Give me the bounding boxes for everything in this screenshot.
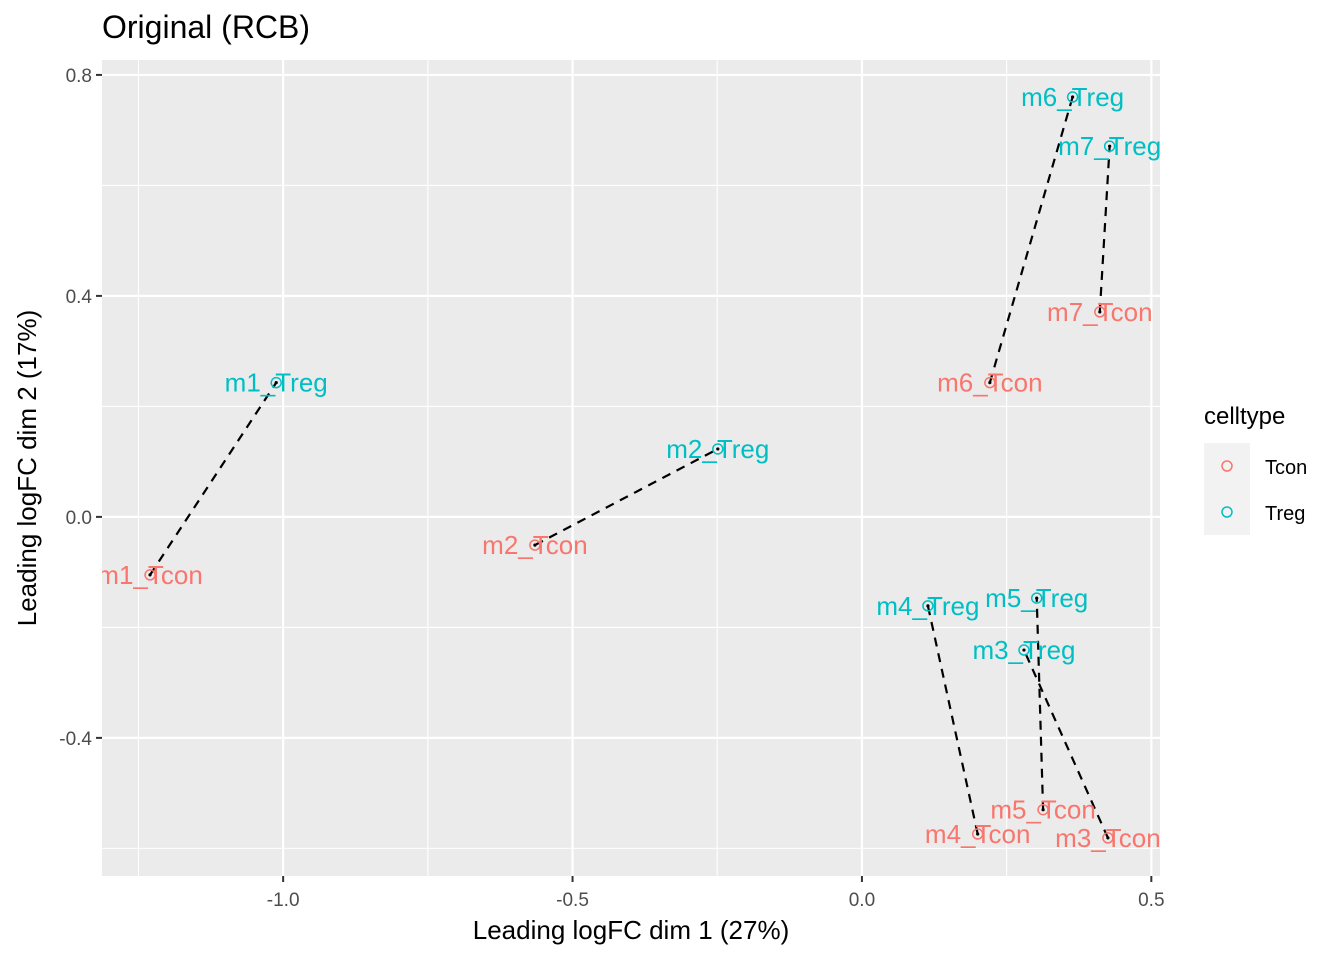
x-tick-label: 0.0 xyxy=(849,890,875,911)
point-label: m4_Treg xyxy=(876,591,979,621)
point-m1_Treg xyxy=(270,376,282,389)
point-label: m2_Tcon xyxy=(482,530,588,560)
pair-connector xyxy=(149,382,278,576)
point-label: m6_Tcon xyxy=(937,368,1043,398)
plot-panel xyxy=(102,60,1160,876)
x-axis-label: Leading logFC dim 1 (27%) xyxy=(473,915,790,945)
y-tick-label: 0.4 xyxy=(66,287,93,308)
point-label: m3_Tcon xyxy=(1055,823,1161,853)
pair-connector xyxy=(534,447,719,547)
point-center-dot xyxy=(274,381,278,385)
point-label: m1_Treg xyxy=(225,368,328,398)
point-center-dot xyxy=(976,832,980,836)
point-center-dot xyxy=(926,604,930,608)
point-m2_Tcon xyxy=(529,539,541,551)
legend-key-tcon-icon xyxy=(1221,460,1233,472)
pair-connector xyxy=(1098,146,1111,312)
point-label: m7_Tcon xyxy=(1047,297,1153,327)
point-m5_Tcon xyxy=(1037,803,1049,816)
legend: celltype Tcon Treg xyxy=(1204,403,1307,535)
point-center-dot xyxy=(1022,648,1026,652)
point-m5_Treg xyxy=(1030,592,1043,604)
y-tick-label: 0.8 xyxy=(66,66,92,87)
axes: -1.0 -0.5 0.0 0.5 -0.4 0.0 0.4 0.8 xyxy=(59,66,1164,911)
pair-connector xyxy=(926,605,979,835)
point-center-dot xyxy=(1098,310,1102,314)
point-center-dot xyxy=(533,543,537,547)
x-tick-label: -0.5 xyxy=(556,890,589,911)
plot-marks: m1_Tcon m1_Treg m2_Tcon m2_Treg m3_Tcon m3_Tr… xyxy=(97,82,1161,853)
point-m3_Treg xyxy=(1018,644,1030,656)
gridlines xyxy=(102,60,1160,876)
point-label: m7_Treg xyxy=(1058,131,1161,161)
chart-title: Original (RCB) xyxy=(102,9,310,45)
point-center-dot xyxy=(148,573,152,577)
point-center-dot xyxy=(988,381,992,385)
point-label: m4_Tcon xyxy=(925,819,1031,849)
point-label: m2_Treg xyxy=(666,434,769,464)
point-center-dot xyxy=(1108,144,1112,148)
point-m2_Treg xyxy=(712,443,724,455)
point-m7_Tcon xyxy=(1094,306,1106,318)
point-m3_Tcon xyxy=(1102,832,1114,844)
point-m6_Treg xyxy=(1066,91,1079,103)
x-tick-label: -1.0 xyxy=(267,890,300,911)
pair-connector xyxy=(1035,598,1045,810)
legend-key-treg-icon xyxy=(1221,506,1233,518)
point-m7_Treg xyxy=(1103,140,1116,152)
legend-label: Tcon xyxy=(1265,457,1307,479)
point-center-dot xyxy=(1041,808,1045,812)
y-axis-label: Leading logFC dim 2 (17%) xyxy=(12,310,42,627)
point-label: m5_Treg xyxy=(985,583,1088,613)
point-center-dot xyxy=(1106,836,1110,840)
point-m6_Tcon xyxy=(984,376,996,389)
legend-title: celltype xyxy=(1204,403,1285,430)
point-center-dot xyxy=(716,447,720,451)
pair-connector xyxy=(988,96,1074,383)
point-label: m5_Tcon xyxy=(990,795,1096,825)
point-m4_Tcon xyxy=(971,828,984,840)
point-center-dot xyxy=(1035,596,1039,600)
point-label: m3_Treg xyxy=(972,635,1075,665)
legend-label: Treg xyxy=(1265,503,1305,525)
x-tick-label: 0.5 xyxy=(1138,890,1164,911)
point-label: m6_Treg xyxy=(1021,82,1124,112)
point-m1_Tcon xyxy=(144,569,156,581)
point-label: m1_Tcon xyxy=(97,560,203,590)
point-m4_Treg xyxy=(922,600,934,612)
y-tick-label: 0.0 xyxy=(66,508,92,529)
y-tick-label: -0.4 xyxy=(59,729,92,750)
pair-connector xyxy=(1022,649,1109,839)
point-center-dot xyxy=(1071,95,1075,99)
